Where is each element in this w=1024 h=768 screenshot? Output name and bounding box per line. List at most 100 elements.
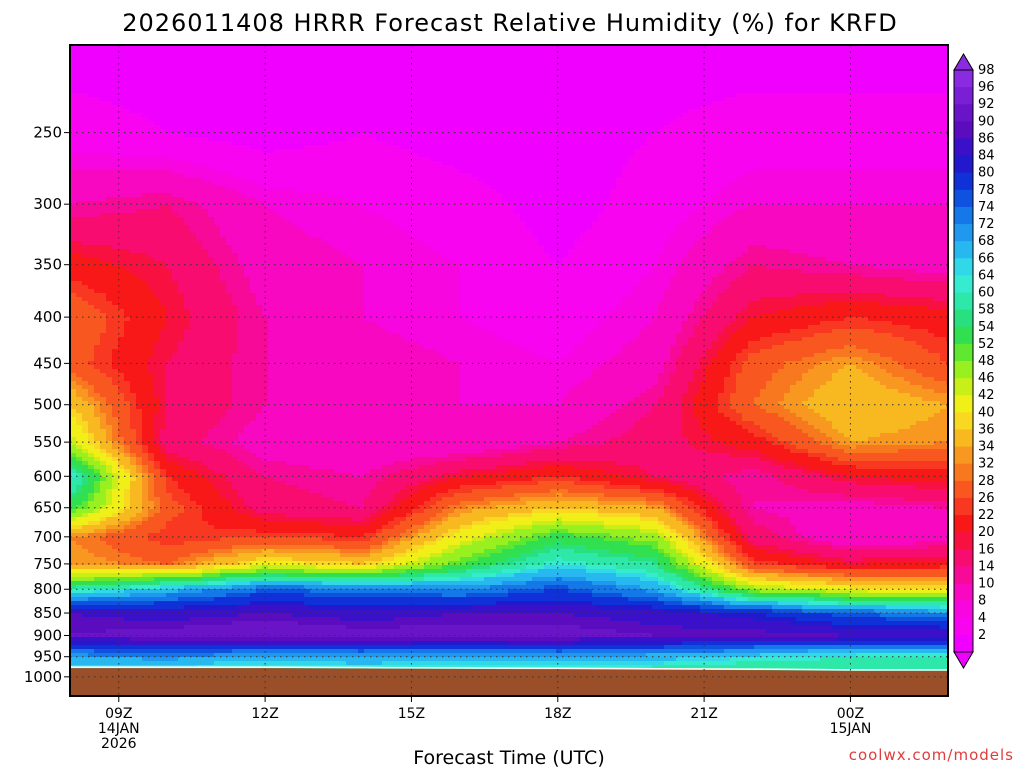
rh-cell [154, 133, 161, 138]
rh-cell [196, 49, 203, 54]
rh-cell [136, 125, 143, 130]
rh-cell [190, 125, 197, 130]
rh-cell [214, 385, 221, 390]
rh-cell [154, 85, 161, 90]
rh-cell [130, 69, 137, 74]
rh-cell [100, 561, 107, 566]
rh-cell [154, 497, 161, 502]
rh-cell [130, 361, 137, 366]
rh-cell [82, 389, 89, 394]
rh-cell [136, 217, 143, 222]
rh-cell [100, 289, 107, 294]
rh-cell [250, 297, 257, 302]
rh-cell [124, 537, 131, 542]
rh-cell [112, 329, 119, 334]
rh-cell [250, 369, 257, 374]
rh-cell [214, 329, 221, 334]
rh-cell [100, 337, 107, 342]
rh-cell [166, 201, 173, 206]
rh-cell [190, 529, 197, 534]
rh-cell [214, 269, 221, 274]
rh-cell [112, 49, 119, 54]
rh-cell [214, 605, 221, 610]
rh-cell [232, 481, 239, 486]
rh-cell [244, 577, 251, 582]
rh-cell [232, 585, 239, 590]
rh-cell [220, 345, 227, 350]
rh-cell [160, 433, 167, 438]
rh-cell [196, 245, 203, 250]
rh-cell [160, 377, 167, 382]
rh-cell [82, 229, 89, 234]
rh-cell [250, 389, 257, 394]
rh-cell [124, 573, 131, 578]
rh-cell [118, 585, 125, 590]
rh-cell [214, 225, 221, 230]
rh-cell [190, 165, 197, 170]
rh-cell [130, 301, 137, 306]
rh-cell [232, 605, 239, 610]
rh-cell [208, 417, 215, 422]
rh-cell [208, 293, 215, 298]
rh-cell [244, 301, 251, 306]
rh-cell [148, 165, 155, 170]
rh-cell [136, 409, 143, 414]
rh-cell [82, 113, 89, 118]
rh-cell [190, 429, 197, 434]
rh-cell [196, 469, 203, 474]
rh-cell [220, 329, 227, 334]
rh-cell [208, 289, 215, 294]
rh-cell [166, 85, 173, 90]
rh-cell [160, 81, 167, 86]
rh-cell [202, 141, 209, 146]
rh-cell [70, 621, 77, 626]
rh-cell [70, 85, 77, 90]
rh-cell [244, 633, 251, 638]
rh-cell [94, 49, 101, 54]
rh-cell [82, 373, 89, 378]
rh-cell [94, 101, 101, 106]
rh-cell [250, 97, 257, 102]
rh-cell [226, 97, 233, 102]
rh-cell [94, 625, 101, 630]
rh-cell [112, 613, 119, 618]
rh-cell [100, 425, 107, 430]
rh-cell [226, 485, 233, 490]
rh-cell [232, 457, 239, 462]
rh-cell [118, 581, 125, 586]
rh-cell [160, 237, 167, 242]
rh-cell [232, 537, 239, 542]
rh-cell [160, 305, 167, 310]
rh-cell [148, 353, 155, 358]
rh-cell [184, 97, 191, 102]
rh-cell [220, 97, 227, 102]
rh-cell [244, 621, 251, 626]
rh-cell [88, 437, 95, 442]
rh-cell [172, 457, 179, 462]
rh-cell [118, 345, 125, 350]
rh-cell [142, 209, 149, 214]
rh-cell [238, 77, 245, 82]
rh-cell [118, 185, 125, 190]
rh-cell [232, 393, 239, 398]
rh-cell [154, 149, 161, 154]
rh-cell [190, 473, 197, 478]
rh-cell [94, 473, 101, 478]
rh-cell [112, 317, 119, 322]
rh-cell [118, 629, 125, 634]
rh-cell [100, 221, 107, 226]
rh-cell [178, 513, 185, 518]
rh-cell [70, 361, 77, 366]
rh-cell [232, 277, 239, 282]
rh-cell [142, 661, 149, 666]
rh-cell [250, 433, 257, 438]
rh-cell [208, 445, 215, 450]
rh-cell [184, 509, 191, 514]
rh-cell [166, 181, 173, 186]
rh-cell [142, 633, 149, 638]
rh-cell [232, 61, 239, 66]
rh-cell [142, 453, 149, 458]
rh-cell [232, 53, 239, 58]
rh-cell [184, 273, 191, 278]
rh-cell [112, 241, 119, 246]
